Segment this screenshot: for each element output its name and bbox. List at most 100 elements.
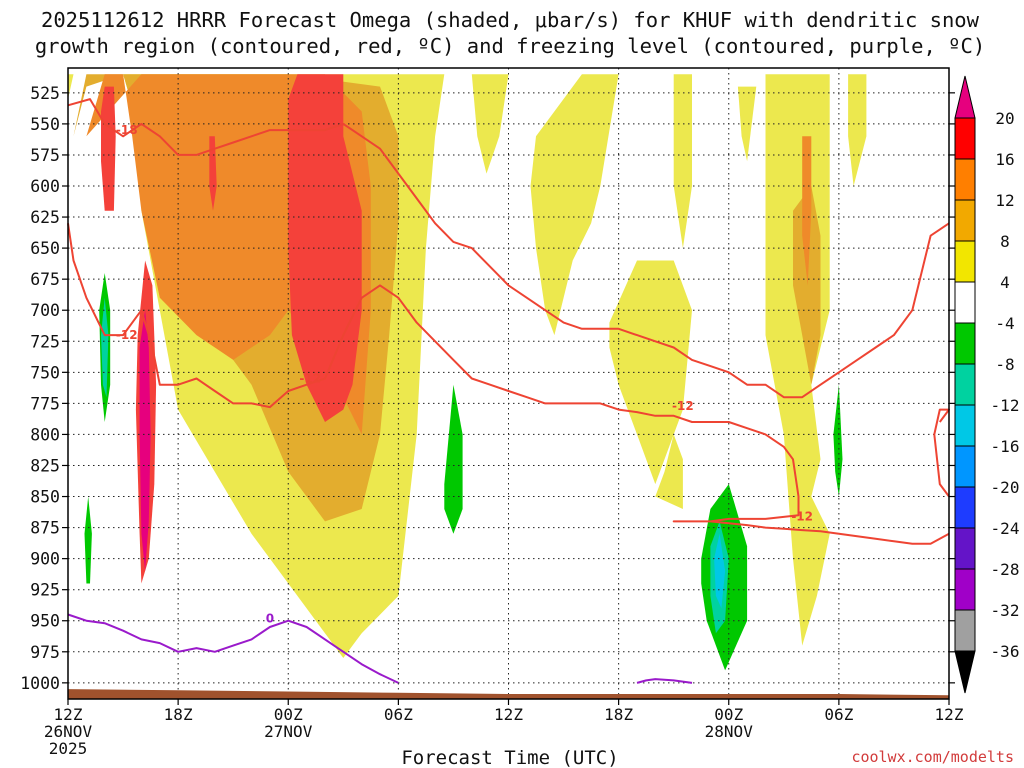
y-tick-label: 750 bbox=[30, 363, 60, 382]
contour-lines: -18 -12 -12 -12 -12 0 bbox=[67, 98, 950, 684]
omega-region bbox=[833, 384, 843, 497]
colorbar-bin bbox=[954, 322, 976, 365]
colorbar: 20 16 12 8 4 -4 -8 -12 -16 -20 -24 -28 -32 -36 bbox=[954, 75, 1020, 694]
colorbar-label: -28 bbox=[991, 560, 1020, 579]
y-tick-label: 525 bbox=[30, 84, 60, 103]
x-axis-title: Forecast Time (UTC) bbox=[401, 747, 618, 768]
chart-title-line1: 2025112612 HRRR Forecast Omega (shaded, … bbox=[41, 8, 980, 32]
terrain-band bbox=[68, 689, 949, 699]
x-tick-label: 00Z bbox=[714, 705, 743, 724]
y-tick-label: 775 bbox=[30, 394, 60, 413]
colorbar-label: 8 bbox=[1000, 232, 1010, 251]
y-tick-label: 1000 bbox=[20, 674, 60, 693]
y-tick-label: 650 bbox=[30, 239, 60, 258]
y-tick-label: 975 bbox=[30, 643, 60, 662]
dgz-contour-label: -12 bbox=[116, 328, 138, 342]
dgz-contour-line bbox=[67, 98, 950, 399]
x-tick-label: 18Z bbox=[604, 705, 633, 724]
y-tick-label: 850 bbox=[30, 488, 60, 507]
colorbar-label: -32 bbox=[991, 601, 1020, 620]
colorbar-bin bbox=[954, 609, 976, 652]
omega-region bbox=[530, 74, 619, 336]
y-tick-label: 700 bbox=[30, 301, 60, 320]
colorbar-label: -16 bbox=[991, 437, 1020, 456]
dgz-contour-label: -12 bbox=[672, 399, 694, 413]
dgz-contour-label: -12 bbox=[299, 372, 321, 386]
colorbar-label: 16 bbox=[995, 150, 1014, 169]
omega-region bbox=[609, 260, 692, 485]
y-tick-label: 900 bbox=[30, 550, 60, 569]
omega-region bbox=[471, 74, 509, 174]
omega-region bbox=[139, 310, 151, 572]
freezing-contour-line bbox=[636, 678, 693, 684]
omega-region bbox=[209, 136, 217, 211]
omega-region bbox=[101, 86, 116, 211]
y-tick-label: 550 bbox=[30, 115, 60, 134]
colorbar-label: -12 bbox=[991, 396, 1020, 415]
colorbar-bin bbox=[954, 486, 976, 529]
colorbar-label: -4 bbox=[995, 314, 1014, 333]
colorbar-label: 20 bbox=[995, 109, 1014, 128]
omega-region bbox=[714, 533, 726, 609]
y-tick-label: 625 bbox=[30, 208, 60, 227]
colorbar-top-cap bbox=[954, 75, 976, 119]
freezing-contour-label: 0 bbox=[266, 611, 274, 625]
omega-region bbox=[737, 86, 757, 162]
omega-region bbox=[84, 496, 92, 584]
colorbar-bin bbox=[954, 363, 976, 406]
y-tick-label: 925 bbox=[30, 581, 60, 600]
colorbar-bin bbox=[954, 281, 976, 324]
colorbar-bin bbox=[954, 527, 976, 570]
x-tick-year: 2025 bbox=[49, 739, 88, 758]
colorbar-label: 4 bbox=[1000, 273, 1010, 292]
y-tick-label: 725 bbox=[30, 332, 60, 351]
dgz-contour-label: -18 bbox=[116, 123, 138, 137]
dgz-contour-line bbox=[67, 223, 950, 545]
colorbar-bin bbox=[954, 199, 976, 242]
gridlines bbox=[68, 68, 949, 699]
x-tick-label: 18Z bbox=[164, 705, 193, 724]
omega-region bbox=[848, 74, 867, 186]
x-tick-label: 06Z bbox=[824, 705, 853, 724]
terrain-layer bbox=[68, 689, 949, 699]
colorbar-label: -8 bbox=[995, 355, 1014, 374]
y-tick-label: 950 bbox=[30, 612, 60, 631]
freezing-contour-line bbox=[67, 613, 399, 684]
colorbar-bottom-cap bbox=[954, 650, 976, 694]
y-axis: 525 550 575 600 625 650 675 700 725 750 775 800 825 8… bbox=[20, 84, 955, 693]
x-tick-date: 28NOV bbox=[705, 722, 754, 741]
y-tick-label: 675 bbox=[30, 270, 60, 289]
x-tick-label: 12Z bbox=[54, 705, 83, 724]
y-tick-label: 875 bbox=[30, 519, 60, 538]
y-tick-label: 800 bbox=[30, 425, 60, 444]
x-tick-label: 06Z bbox=[384, 705, 413, 724]
omega-region bbox=[673, 74, 692, 249]
credit-link[interactable]: coolwx.com/modelts bbox=[851, 748, 1014, 766]
y-tick-label: 600 bbox=[30, 177, 60, 196]
colorbar-bin bbox=[954, 568, 976, 611]
x-tick-date: 26NOV bbox=[44, 722, 93, 741]
omega-region bbox=[101, 297, 109, 398]
colorbar-bin bbox=[954, 404, 976, 447]
colorbar-label: 12 bbox=[995, 191, 1014, 210]
colorbar-bin bbox=[954, 240, 976, 283]
colorbar-bin bbox=[954, 117, 976, 160]
colorbar-label: -36 bbox=[991, 642, 1020, 661]
colorbar-label: -24 bbox=[991, 519, 1020, 538]
colorbar-bin bbox=[954, 158, 976, 201]
dgz-contour-line bbox=[933, 408, 950, 498]
omega-region bbox=[793, 186, 821, 385]
chart-title-line2: growth region (contoured, red, ºC) and f… bbox=[35, 34, 985, 58]
plot-area: -18 -12 -12 -12 -12 0 bbox=[67, 67, 950, 700]
y-tick-label: 575 bbox=[30, 146, 60, 165]
colorbar-label: -20 bbox=[991, 478, 1020, 497]
x-tick-label: 00Z bbox=[274, 705, 303, 724]
dgz-contour-label: -12 bbox=[791, 509, 813, 523]
x-tick-date: 27NOV bbox=[264, 722, 313, 741]
x-tick-label: 12Z bbox=[935, 705, 964, 724]
colorbar-bin bbox=[954, 445, 976, 488]
omega-region bbox=[655, 434, 683, 509]
y-tick-label: 825 bbox=[30, 456, 60, 475]
